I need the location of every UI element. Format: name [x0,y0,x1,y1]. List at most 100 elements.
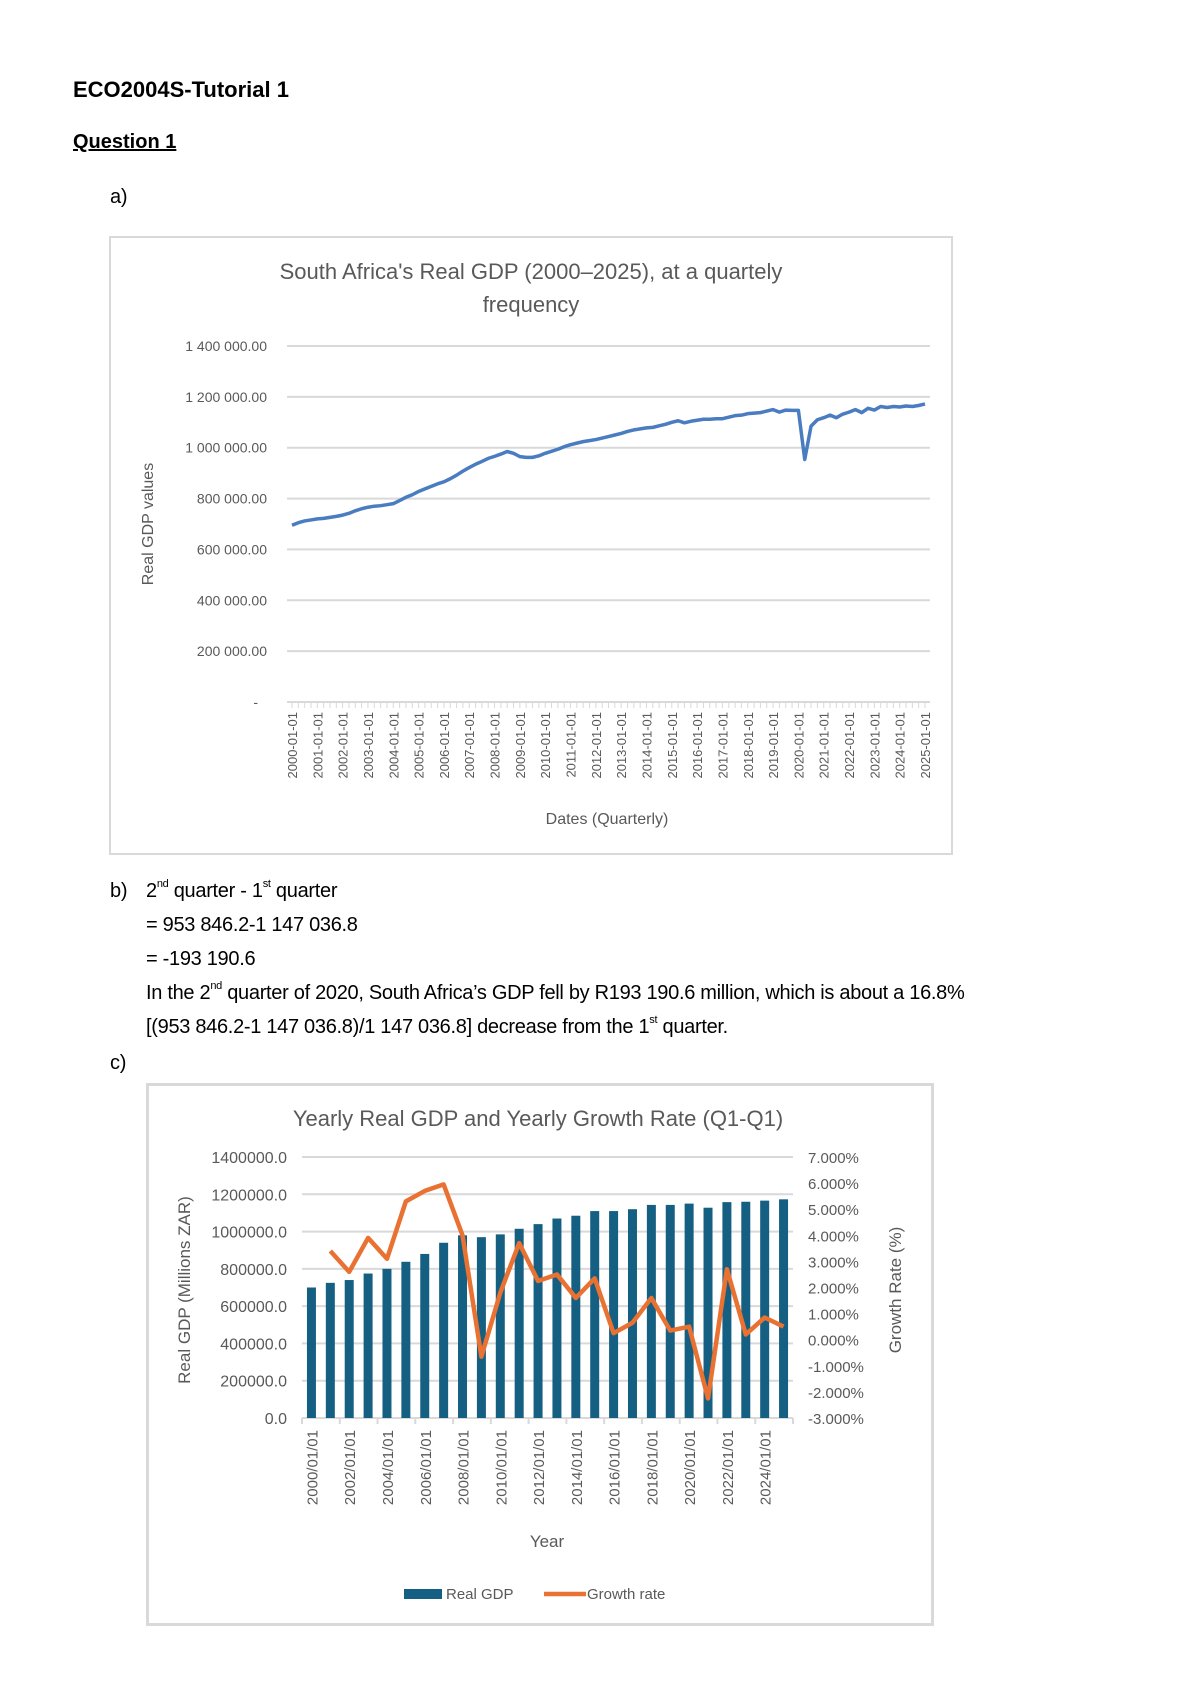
x-tick-label: 2004-01-01 [386,712,401,779]
legend-swatch-real-gdp [404,1589,442,1599]
y-tick-label: 400000.0 [220,1336,287,1353]
x-tick-label: 2002-01-01 [336,712,351,779]
x-tick-label: 2022/01/01 [720,1430,737,1505]
x-tick-label: 2012-01-01 [589,712,604,779]
x-tick-label: 2013-01-01 [614,712,629,779]
question-heading: Question 1 [73,131,177,153]
gdp-bar [420,1253,430,1418]
y-tick-label: 1200000.0 [211,1187,287,1204]
x-tick-label: 2005-01-01 [412,712,427,779]
y2-tick-label: -2.000% [808,1385,864,1402]
x-tick-label: 2022-01-01 [842,712,857,779]
text: quarter. [657,1016,728,1038]
x-tick-label: 2008-01-01 [488,712,503,779]
y2-tick-label: 3.000% [808,1254,859,1271]
part-b-line-3: = -193 190.6 [146,948,256,970]
y-tick-label: 600000.0 [220,1299,287,1316]
gdp-bar [458,1235,468,1418]
gdp-bar [703,1207,713,1418]
part-b-line-1: 2nd quarter - 1st quarter [146,878,338,903]
superscript: nd [156,878,169,890]
text: 2 [146,880,157,902]
y2-tick-label: -3.000% [808,1411,864,1428]
x-tick-label: 2012/01/01 [531,1430,548,1505]
y-tick-label: - [253,694,258,710]
gdp-bar [382,1268,392,1418]
y2-tick-label: 2.000% [808,1281,859,1298]
x-tick-label: 2020-01-01 [791,712,806,779]
x-tick-label: 2023-01-01 [867,712,882,779]
gdp-bar [741,1201,751,1418]
chart-title: South Africa's Real GDP (2000–2025), at … [280,259,783,284]
y2-tick-label: 6.000% [808,1176,859,1193]
x-tick-label: 2006-01-01 [437,712,452,779]
x-tick-label: 2006/01/01 [418,1430,435,1505]
gdp-bar [722,1202,732,1418]
document-title: ECO2004S-Tutorial 1 [73,77,289,102]
x-tick-label: 2025-01-01 [918,712,933,779]
x-tick-label: 2016/01/01 [607,1430,624,1505]
gdp-bar [665,1204,675,1418]
x-tick-label: 2004/01/01 [380,1430,397,1505]
y-axis-title: Real GDP (Millions ZAR) [175,1196,194,1384]
y-tick-label: 200 000.00 [197,643,267,659]
superscript: nd [210,980,222,992]
gdp-bar [609,1211,619,1418]
x-tick-label: 2024-01-01 [893,712,908,779]
part-a-label: a) [110,186,128,208]
y2-tick-label: 0.000% [808,1333,859,1350]
gdp-bar [344,1280,354,1418]
x-tick-label: 2014/01/01 [569,1430,586,1505]
growth-rate-line [328,1182,785,1401]
y-tick-label: 1 000 000.00 [185,440,267,456]
gdp-bar [760,1200,770,1418]
x-axis-title: Year [530,1532,565,1551]
part-b-line-2: = 953 846.2-1 147 036.8 [146,914,358,936]
gdp-bar [646,1204,656,1418]
gdp-bar [363,1273,373,1418]
part-b-line-4: In the 2nd quarter of 2020, South Africa… [146,980,965,1005]
text: In the 2 [146,982,211,1004]
text: quarter - 1 [168,880,263,902]
y2-tick-label: 5.000% [808,1202,859,1219]
x-tick-label: 2003-01-01 [361,712,376,779]
part-b-line-5: [(953 846.2-1 147 036.8)/1 147 036.8] de… [146,1014,728,1039]
y-tick-label: 1000000.0 [211,1225,287,1242]
gdp-bar [495,1234,505,1418]
chart-title: Yearly Real GDP and Yearly Growth Rate (… [293,1106,783,1131]
x-tick-label: 2011-01-01 [564,712,579,778]
x-tick-label: 2000/01/01 [304,1430,321,1505]
x-tick-label: 2009-01-01 [513,712,528,779]
part-b-label: b) [110,880,128,902]
y2-tick-label: 7.000% [808,1150,859,1167]
superscript: st [649,1014,658,1026]
superscript: st [262,878,271,890]
part-c-label: c) [110,1052,127,1074]
y-tick-label: 800 000.00 [197,491,267,507]
y-tick-label: 0.0 [265,1411,287,1428]
gdp-bar [439,1242,449,1418]
y-tick-label: 1 400 000.00 [185,338,267,354]
x-tick-label: 2018-01-01 [741,712,756,779]
x-tick-label: 2021-01-01 [817,712,832,779]
y-tick-label: 400 000.00 [197,592,267,608]
text: quarter of 2020, South Africa’s GDP fell… [221,982,965,1004]
gdp-bar [476,1237,486,1418]
gdp-bar [306,1287,316,1418]
x-tick-label: 2002/01/01 [342,1430,359,1505]
gdp-bar [401,1261,411,1418]
x-tick-label: 2019-01-01 [766,712,781,779]
x-tick-label: 2020/01/01 [682,1430,699,1505]
gdp-bar [684,1203,694,1418]
x-tick-label: 2000-01-01 [285,712,300,779]
quarterly-gdp-chart-frame [109,236,953,855]
gdp-bar [627,1209,637,1418]
gdp-bar [325,1282,335,1418]
x-tick-label: 2016-01-01 [690,712,705,779]
gdp-bar [533,1224,543,1418]
gdp-line [291,402,926,527]
y-tick-label: 600 000.00 [197,541,267,557]
gdp-bar [552,1218,562,1418]
